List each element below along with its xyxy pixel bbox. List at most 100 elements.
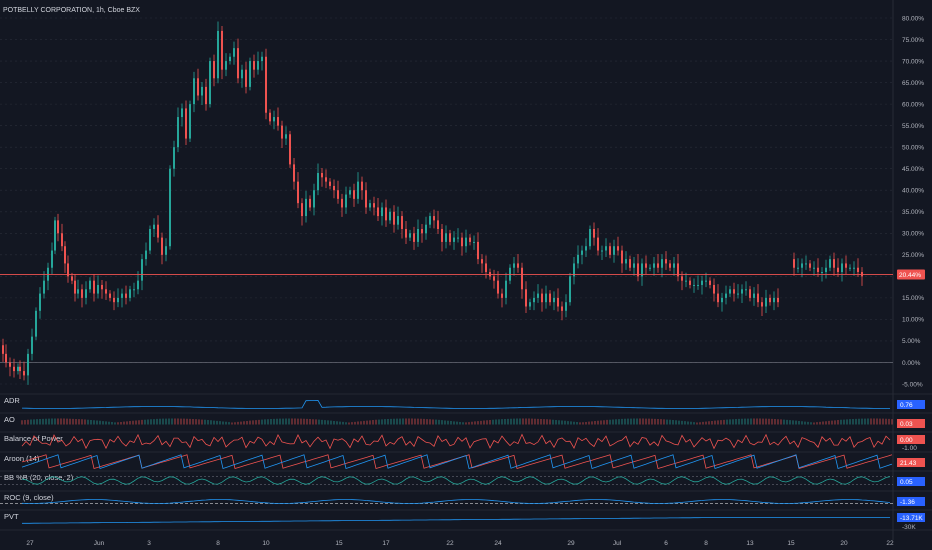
x-tick-label: 8 — [216, 540, 220, 547]
candle-body — [349, 190, 351, 195]
y-tick-label: 80.00% — [902, 15, 924, 22]
candle-body — [793, 259, 795, 268]
candle-body — [249, 61, 251, 87]
candle-body — [741, 289, 743, 294]
indicator-pane[interactable]: PVT -13.71K -30K — [0, 509, 932, 531]
x-tick-label: 15 — [787, 540, 795, 547]
candle-body — [389, 211, 391, 221]
indicator-pane[interactable]: ADR 0.76 — [0, 393, 932, 409]
candle-body — [813, 267, 815, 269]
candle-body — [105, 289, 107, 294]
candle-body — [481, 259, 483, 264]
candle-body — [733, 289, 735, 294]
candle-body — [417, 228, 419, 242]
candle-body — [429, 216, 431, 225]
candle-body — [829, 259, 831, 268]
indicator-pane[interactable]: AO 0.03 — [0, 412, 932, 428]
candle-body — [43, 280, 45, 294]
candle-body — [729, 289, 731, 294]
candle-body — [89, 280, 91, 290]
candle-body — [277, 117, 279, 126]
candle-body — [35, 310, 37, 337]
chart-title: POTBELLY CORPORATION, 1h, Cboe BZX — [3, 7, 140, 14]
indicator-title: Aroon (14) — [4, 454, 40, 463]
candle-body — [617, 246, 619, 251]
candle-body — [553, 297, 555, 303]
candle-body — [281, 125, 283, 139]
candle-body — [181, 108, 183, 118]
candle-body — [645, 263, 647, 268]
candle-body — [681, 276, 683, 281]
candle-body — [497, 280, 499, 294]
x-tick-label: 27 — [26, 540, 34, 547]
candle-body — [565, 302, 567, 311]
y-tick-label: 15.00% — [902, 295, 924, 302]
candle-body — [285, 134, 287, 139]
time-axis[interactable]: 27 Jun 3 8 10 15 17 22 24 29 Jul 6 8 13 15 20 22 — [26, 540, 894, 547]
candle-body — [9, 362, 11, 367]
candle-body — [677, 263, 679, 277]
candle-body — [2, 345, 4, 354]
candle-body — [74, 280, 76, 294]
candle-body — [701, 280, 703, 285]
candle-body — [361, 181, 363, 191]
y-tick-label: 70.00% — [902, 58, 924, 65]
current-price-tag: 20.44% — [897, 269, 925, 280]
candle-body — [313, 190, 315, 208]
indicator-value-tag — [897, 477, 925, 486]
candle-body — [433, 216, 435, 221]
candle-body — [265, 56, 267, 113]
candle-body — [457, 237, 459, 239]
roc-line — [21, 499, 891, 504]
candle-body — [245, 69, 247, 87]
candle-body — [257, 61, 259, 70]
candle-body — [225, 61, 227, 70]
candle-body — [721, 297, 723, 303]
candle-body — [641, 263, 643, 277]
candle-body — [157, 224, 159, 238]
y-tick-label: 25.00% — [902, 252, 924, 259]
candle-body — [309, 198, 311, 208]
candle-body — [17, 366, 19, 372]
candle-body — [545, 293, 547, 303]
candle-body — [117, 297, 119, 303]
indicator-pane[interactable]: Balance of Power 0.00-1.00 — [0, 431, 932, 452]
x-tick-label: Jun — [94, 540, 105, 547]
candle-body — [401, 216, 403, 229]
indicator-pane[interactable]: BB %B (20, close, 2) 0.05 — [0, 470, 932, 486]
candle-body — [529, 302, 531, 307]
candle-body — [64, 246, 66, 264]
candle-body — [341, 198, 343, 208]
candle-body — [241, 69, 243, 79]
indicator-value: -1.36 — [900, 499, 915, 506]
candle-body — [193, 78, 195, 105]
grid — [0, 0, 894, 540]
candle-body — [305, 198, 307, 217]
aroon-up-line — [21, 454, 893, 470]
indicator-value-tag — [897, 435, 925, 444]
candle-body — [709, 280, 711, 285]
candle-body — [54, 220, 56, 251]
candle-body — [23, 371, 25, 376]
candle-body — [169, 168, 171, 247]
indicator-pane[interactable]: Aroon (14) 21.43 — [0, 451, 932, 470]
candle-body — [633, 263, 635, 268]
y-tick-label: 55.00% — [902, 123, 924, 130]
candle-body — [485, 263, 487, 273]
candle-body — [353, 190, 355, 199]
candle-body — [253, 61, 255, 70]
candle-body — [125, 293, 127, 298]
candle-body — [549, 293, 551, 303]
candle-body — [589, 228, 591, 247]
candle-body — [637, 263, 639, 277]
x-tick-label: 3 — [147, 540, 151, 547]
candle-body — [769, 297, 771, 303]
indicator-pane[interactable]: ROC (9, close) -1.36 — [0, 490, 932, 506]
y-tick-label: -5.00% — [902, 381, 923, 388]
candle-body — [597, 237, 599, 251]
candle-body — [409, 233, 411, 238]
indicator-value-tag — [897, 400, 925, 409]
candle-body — [61, 233, 63, 247]
candle-body — [841, 263, 843, 273]
